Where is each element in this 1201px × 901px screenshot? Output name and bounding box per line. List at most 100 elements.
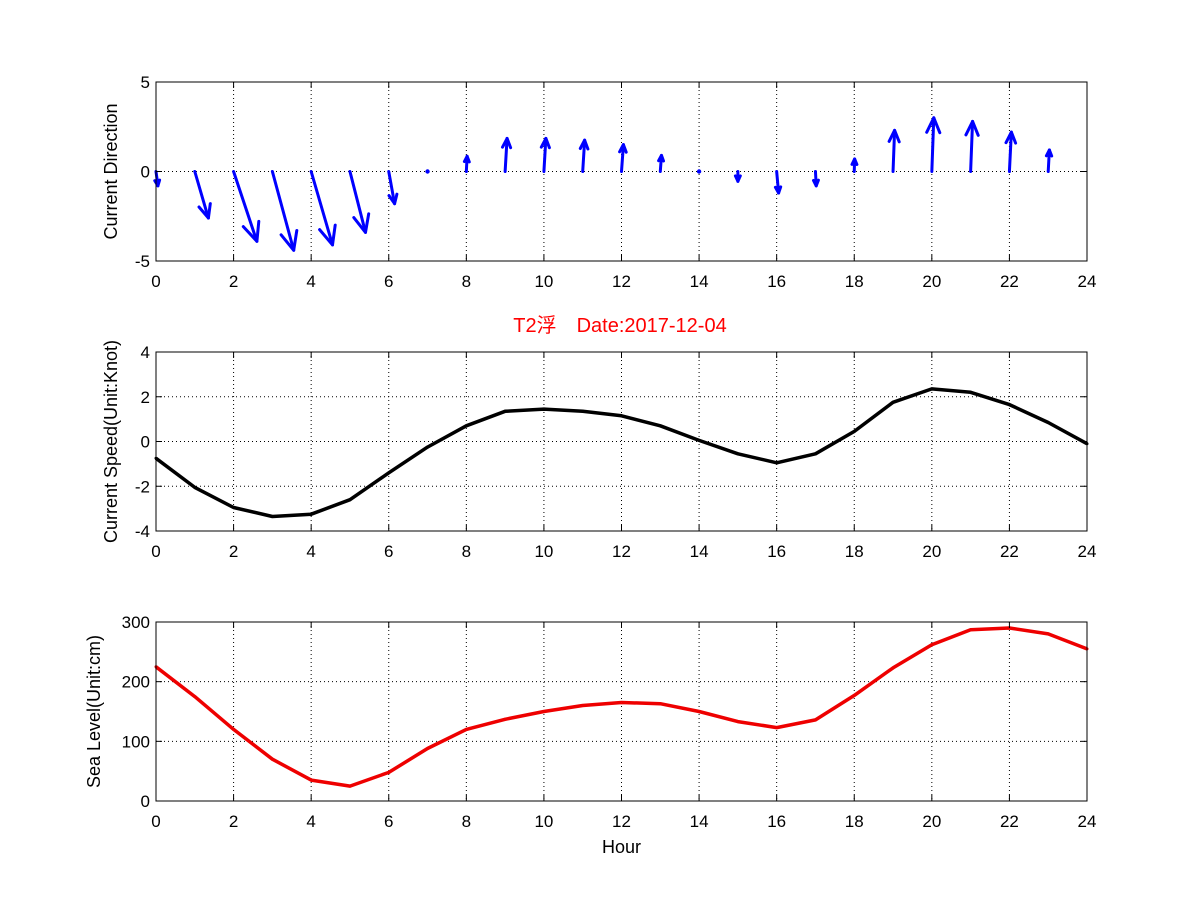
current-arrow [270,170,299,252]
current-arrow [1004,130,1018,173]
y-tick-label: 0 [141,163,150,182]
sealevel-data-point [852,693,856,697]
speed-data-point [426,445,430,449]
x-tick-label: 2 [229,812,238,831]
x-tick-label: 12 [612,812,631,831]
x-tick-label: 8 [462,812,471,831]
y-tick-label: -5 [135,252,150,271]
current-arrow [348,170,371,234]
x-tick-label: 0 [151,812,160,831]
x-tick-label: 12 [612,272,631,291]
speed-data-point [736,452,740,456]
speed-data-point [581,409,585,413]
y-tick-label: -2 [135,477,150,496]
x-tick-label: 12 [612,542,631,561]
x-tick-label: 0 [151,542,160,561]
y-tick-label: -4 [135,522,150,541]
speed-data-point [503,409,507,413]
speed-data-point [697,438,701,442]
sealevel-data-point [891,666,895,670]
x-tick-label: 18 [845,812,864,831]
y-tick-label: 200 [122,673,150,692]
x-tick-label: 8 [462,542,471,561]
sealevel-data-point [581,704,585,708]
speed-data-point [813,452,817,456]
current-arrow [309,170,337,247]
y-tick-label: 100 [122,732,150,751]
sealevel-data-point [620,701,623,705]
x-tick-label: 22 [1000,812,1019,831]
x-tick-label: 2 [229,272,238,291]
speed-data-point [232,506,236,510]
x-tick-label: 14 [690,542,709,561]
speed-data-point [852,429,856,433]
current-arrow [462,154,471,173]
direction-y-axis-label: Current Direction [101,103,121,239]
sealevel-data-point [542,710,546,713]
sealevel-data-point [775,726,779,730]
current-arrow [578,138,590,173]
sealevel-data-point [387,770,391,774]
sealevel-data-point [193,695,197,699]
current-arrow [425,169,430,174]
current-arrow [850,157,859,173]
speed-data-point [891,400,895,404]
sealevel-data-point [270,757,274,761]
x-tick-label: 16 [767,272,786,291]
x-tick-label: 18 [845,272,864,291]
speed-data-point [387,471,391,475]
y-tick-label: 0 [141,792,150,811]
speed-data-point [658,424,662,428]
x-tick-label: 18 [845,542,864,561]
sealevel-data-point [348,784,352,788]
sealevel-data-point [969,628,973,632]
x-tick-label: 4 [306,812,315,831]
speed-data-point [930,387,934,391]
sealevel-data-point [658,702,662,706]
x-tick-label: 24 [1078,812,1097,831]
x-tick-label: 4 [306,542,315,561]
current-arrow [539,136,551,173]
current-arrow [387,170,399,206]
current-arrow [887,128,901,173]
y-tick-label: 300 [122,613,150,632]
current-arrow [696,169,702,174]
x-tick-label: 4 [306,272,315,291]
speed-y-axis-label: Current Speed(Unit:Knot) [101,340,121,543]
speed-data-point [620,414,623,418]
sealevel-data-point [426,746,430,750]
x-tick-label: 2 [229,542,238,561]
y-tick-label: 4 [141,343,150,362]
speed-data-point [193,485,197,489]
current-arrow [193,170,212,220]
x-tick-label: 8 [462,272,471,291]
speed-data-point [464,424,468,428]
current-arrow [925,116,942,173]
x-tick-label: 20 [922,812,941,831]
sealevel-data-point [930,643,934,647]
sealevel-data-point [232,727,236,731]
speed-data-point [348,498,352,502]
x-tick-label: 20 [922,542,941,561]
speed-data-point [775,461,779,465]
sealevel-x-axis-label: Hour [602,837,641,857]
speed-data-point [969,390,973,394]
current-arrow [964,119,980,173]
current-arrow [733,170,742,183]
current-arrow [501,136,513,173]
sealevel-data-point [697,710,701,713]
sealevel-data-point [464,727,468,731]
x-tick-label: 20 [922,272,941,291]
speed-data-point [542,407,546,411]
speed-data-point [270,514,274,518]
x-tick-label: 22 [1000,272,1019,291]
x-tick-label: 10 [534,272,553,291]
x-tick-label: 24 [1078,272,1097,291]
sealevel-data-point [503,717,507,721]
y-tick-label: 5 [141,73,150,92]
speed-data-point [1007,403,1011,407]
x-tick-label: 16 [767,542,786,561]
